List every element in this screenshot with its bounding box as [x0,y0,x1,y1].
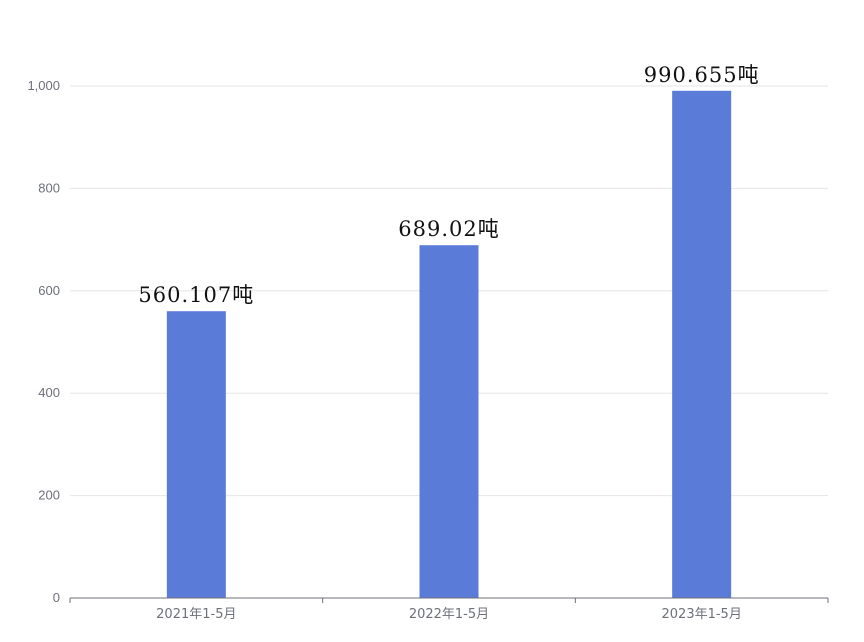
y-tick-label: 800 [38,180,60,195]
x-tick-label: 2023年1-5月 [662,607,742,622]
x-axis: 2021年1-5月 2022年1-5月 2023年1-5月 [69,597,829,622]
data-label: 560.107吨 [138,283,254,307]
y-tick-label: 1,000 [27,78,60,93]
y-tick-label: 400 [38,385,60,400]
bar [166,311,226,598]
bar [419,245,479,599]
data-labels: 560.107吨 689.02吨 990.655吨 [138,63,760,307]
bars [166,90,732,599]
y-tick-label: 200 [38,488,60,503]
data-label: 990.655吨 [644,63,760,87]
y-tick-label: 0 [53,590,60,605]
x-tick-label: 2022年1-5月 [409,607,489,622]
x-tick-label: 2021年1-5月 [156,607,236,622]
data-label: 689.02吨 [398,217,499,241]
bar [672,90,732,598]
y-tick-label: 600 [38,283,60,298]
y-axis-ticks: 0 200 400 600 800 1,000 [27,78,60,605]
